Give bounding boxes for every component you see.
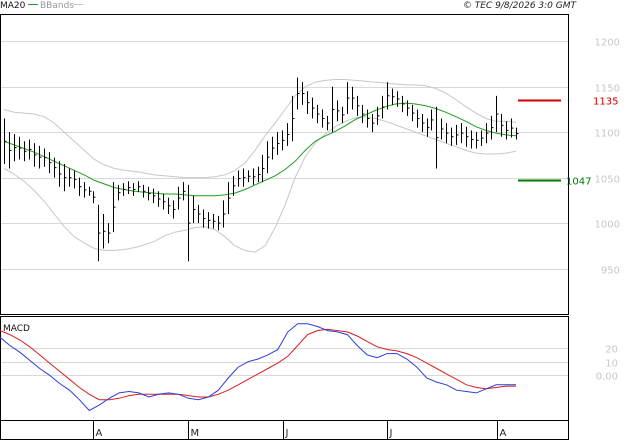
price-grid (1, 41, 568, 270)
macd-panel-frame (0, 316, 569, 421)
price-y-tick-label: 1000 (595, 220, 620, 231)
price-marker-label: 1047 (566, 177, 591, 188)
macd-y-tick-label: 0.00 (596, 372, 618, 383)
legend-ma20: MA20 (0, 1, 26, 11)
bband-upper-line (3, 79, 517, 179)
time-axis (0, 420, 569, 440)
macd-signal-line (0, 328, 516, 401)
price-marker-label: 1135 (593, 97, 618, 108)
price-y-tick-label: 1200 (595, 38, 620, 49)
ma20 (3, 102, 517, 197)
month-label: J (285, 428, 289, 439)
month-label: J (389, 428, 393, 439)
ma20-line (3, 102, 517, 197)
price-y-tick-label: 1050 (595, 175, 620, 186)
price-y-tick-label: 950 (601, 266, 620, 277)
bband-lower-line (3, 116, 517, 253)
price-y-tick-label: 1150 (595, 84, 620, 95)
month-label: A (96, 428, 103, 439)
source-stamp: © TEC 9/8/2026 3:0 GMT (463, 1, 578, 11)
macd-y-tick-label: 20 (605, 345, 618, 356)
price-markers: 1135 1047 (518, 97, 618, 188)
price-panel-frame (0, 14, 569, 315)
macd-y-axis: 20 10 0.00 (596, 345, 618, 383)
price-y-axis: 1200 1150 1100 1050 1000 950 (595, 38, 620, 277)
bband-lower (3, 116, 517, 253)
macd-line (0, 323, 516, 412)
header: MA20 BBands © TEC 9/8/2026 3:0 GMT (0, 1, 577, 11)
macd-grid (1, 348, 568, 376)
legend-bbands: BBands (40, 1, 74, 11)
price-y-tick-label: 1100 (595, 129, 620, 140)
macd-lines (0, 323, 516, 412)
ohlc-bars (4, 77, 519, 262)
macd-title: MACD (3, 324, 30, 334)
month-label: M (191, 428, 200, 439)
macd-y-tick-label: 10 (605, 359, 618, 370)
bband-upper (3, 79, 517, 179)
month-label: A (500, 428, 507, 439)
